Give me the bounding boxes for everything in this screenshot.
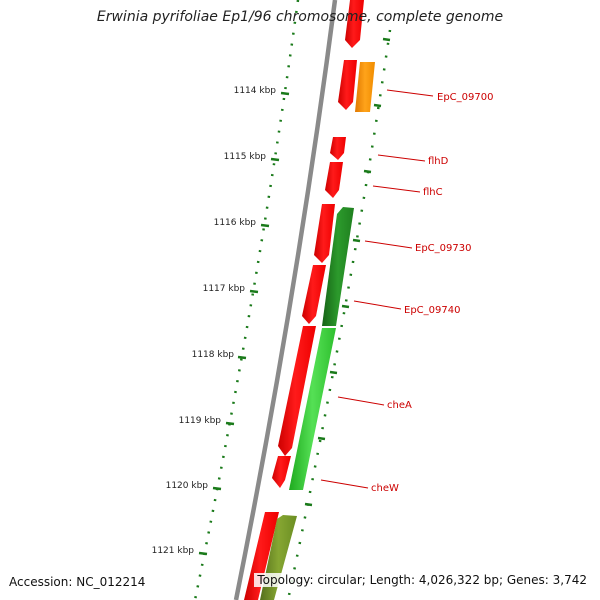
gene-label[interactable]: cheW xyxy=(371,483,399,494)
outer-tick-marks xyxy=(304,37,391,507)
tick-label: 1119 kbp xyxy=(179,416,222,426)
tick-mark: 1114 kbp xyxy=(234,86,290,96)
gene-label[interactable]: flhC xyxy=(423,187,443,198)
forward-strand-genes xyxy=(244,0,364,600)
gene-labels: EpC_09700 flhD flhC EpC_09730 EpC_09740 … xyxy=(371,92,493,494)
gene-arrow[interactable] xyxy=(278,326,316,456)
gene-arrow[interactable] xyxy=(330,137,346,160)
gene-label[interactable]: flhD xyxy=(428,156,449,167)
gene-label[interactable]: EpC_09740 xyxy=(404,305,460,316)
gene-arrow[interactable] xyxy=(325,162,343,198)
tick-label: 1114 kbp xyxy=(234,86,277,96)
accession-label: Accession: NC_012214 xyxy=(9,575,146,589)
gene-arrow[interactable] xyxy=(314,204,335,263)
label-leader-lines xyxy=(320,89,434,489)
gene-label[interactable]: EpC_09700 xyxy=(437,92,493,103)
gene-arrow-highlighted[interactable] xyxy=(355,62,375,112)
gene-arrow[interactable] xyxy=(345,0,364,48)
tick-label: 1120 kbp xyxy=(166,481,209,491)
tick-label: 1118 kbp xyxy=(192,350,235,360)
gene-arrow[interactable] xyxy=(244,512,279,600)
tick-mark: 1121 kbp xyxy=(152,546,208,556)
genome-summary: Topology: circular; Length: 4,026,322 bp… xyxy=(254,573,590,587)
map-title: Erwinia pyrifoliae Ep1/96 chromosome, co… xyxy=(96,9,504,25)
gene-arrow[interactable] xyxy=(302,265,326,324)
tick-mark: 1116 kbp xyxy=(214,218,270,228)
tick-label: 1116 kbp xyxy=(214,218,257,228)
tick-mark: 1119 kbp xyxy=(179,416,235,426)
gene-arrow[interactable] xyxy=(338,60,357,110)
tick-mark: 1118 kbp xyxy=(192,350,247,360)
genome-backbone xyxy=(233,0,338,600)
tick-label: 1115 kbp xyxy=(224,152,267,162)
tick-label: 1121 kbp xyxy=(152,546,195,556)
tick-mark: 1117 kbp xyxy=(203,284,259,294)
gene-label[interactable]: EpC_09730 xyxy=(415,243,471,254)
gene-arrow[interactable] xyxy=(272,456,291,488)
gene-label[interactable]: cheA xyxy=(387,400,412,411)
gene-arrow[interactable] xyxy=(322,207,354,326)
outer-tick-scale xyxy=(286,29,392,600)
gene-arrow[interactable] xyxy=(289,328,336,490)
tick-label: 1117 kbp xyxy=(203,284,246,294)
tick-mark: 1120 kbp xyxy=(166,481,222,491)
tick-mark: 1115 kbp xyxy=(224,152,280,162)
